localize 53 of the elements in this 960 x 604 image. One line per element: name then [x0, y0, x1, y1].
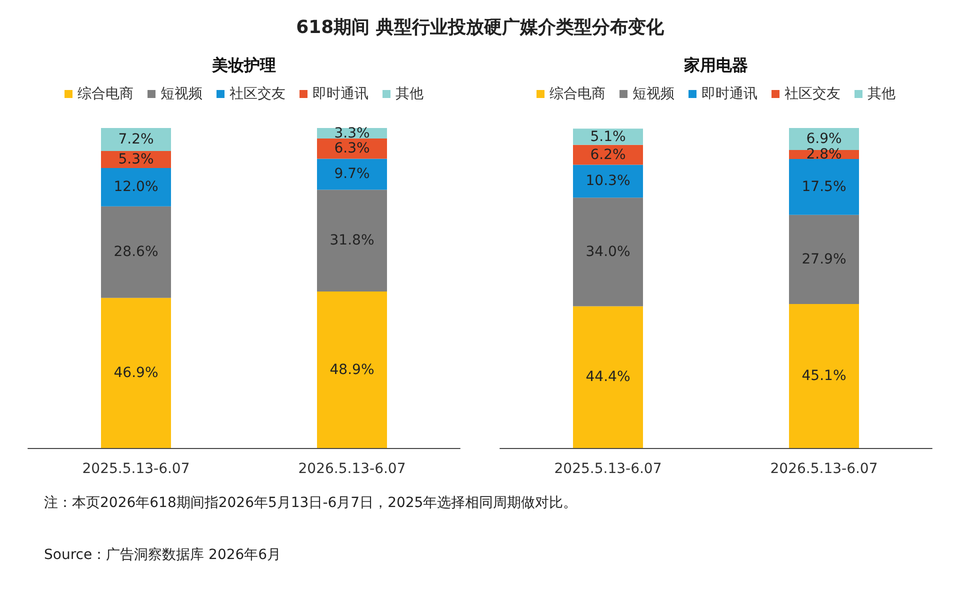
data-label: 5.3% [118, 152, 154, 168]
bar [789, 214, 859, 304]
source-note: Source：广告洞察数据库 2026年6月 [44, 546, 282, 564]
data-label: 28.6% [114, 244, 158, 260]
x-tick-label: 2026.5.13-6.07 [770, 461, 878, 477]
data-label: 48.9% [330, 362, 374, 378]
data-label: 34.0% [586, 244, 630, 260]
data-label: 44.4% [586, 369, 630, 386]
data-label: 46.9% [114, 364, 158, 381]
bar [789, 158, 859, 215]
bar [101, 168, 171, 206]
data-label: 27.9% [802, 251, 846, 268]
bar [317, 158, 387, 190]
x-tick-label: 2025.5.13-6.07 [82, 461, 190, 477]
legend-label: 短视频 [632, 86, 674, 102]
data-label: 6.2% [590, 146, 626, 163]
bar [573, 306, 643, 448]
legend-label: 社区交友 [784, 86, 840, 102]
data-label: 2.8% [806, 146, 842, 163]
legend-label: 社区交友 [230, 86, 286, 102]
legend-label: 即时通讯 [312, 86, 368, 102]
data-label: 9.7% [334, 166, 370, 182]
legend-label: 短视频 [160, 86, 202, 102]
data-label: 17.5% [802, 178, 846, 195]
bar [101, 298, 171, 448]
legend-label: 其他 [868, 86, 896, 102]
chart-subtitle: 家用电器 [683, 56, 748, 74]
bar [789, 304, 859, 448]
bar [573, 164, 643, 198]
data-label: 5.1% [590, 128, 626, 145]
chart-title: 618期间 典型行业投放硬广媒介类型分布变化 [295, 16, 665, 40]
chart-subtitle: 美妆护理 [211, 56, 276, 74]
bar [573, 128, 643, 145]
data-label: 6.3% [334, 140, 370, 157]
data-label: 6.9% [806, 131, 842, 148]
data-label: 7.2% [118, 132, 154, 148]
text: 注：本页2026年618期间指2026年5月13日-6月7日，2025年选择相同周期做对比。 [44, 494, 578, 512]
bar [101, 128, 171, 152]
legend-label: 即时通讯 [702, 86, 758, 102]
data-label: 31.8% [330, 232, 374, 249]
x-tick-label: 2025.5.13-6.07 [554, 461, 662, 477]
legend-label: 综合电商 [550, 86, 606, 102]
legend-label: 综合电商 [78, 86, 134, 102]
bar [317, 190, 387, 292]
bar [317, 292, 387, 448]
bar [101, 206, 171, 298]
legend-label: 其他 [396, 86, 424, 102]
data-label: 12.0% [114, 179, 158, 196]
data-label: 10.3% [586, 173, 630, 190]
bar [573, 198, 643, 306]
x-tick-label: 2026.5.13-6.07 [298, 461, 406, 477]
data-label: 45.1% [802, 368, 846, 384]
data-label: 3.3% [334, 125, 370, 142]
